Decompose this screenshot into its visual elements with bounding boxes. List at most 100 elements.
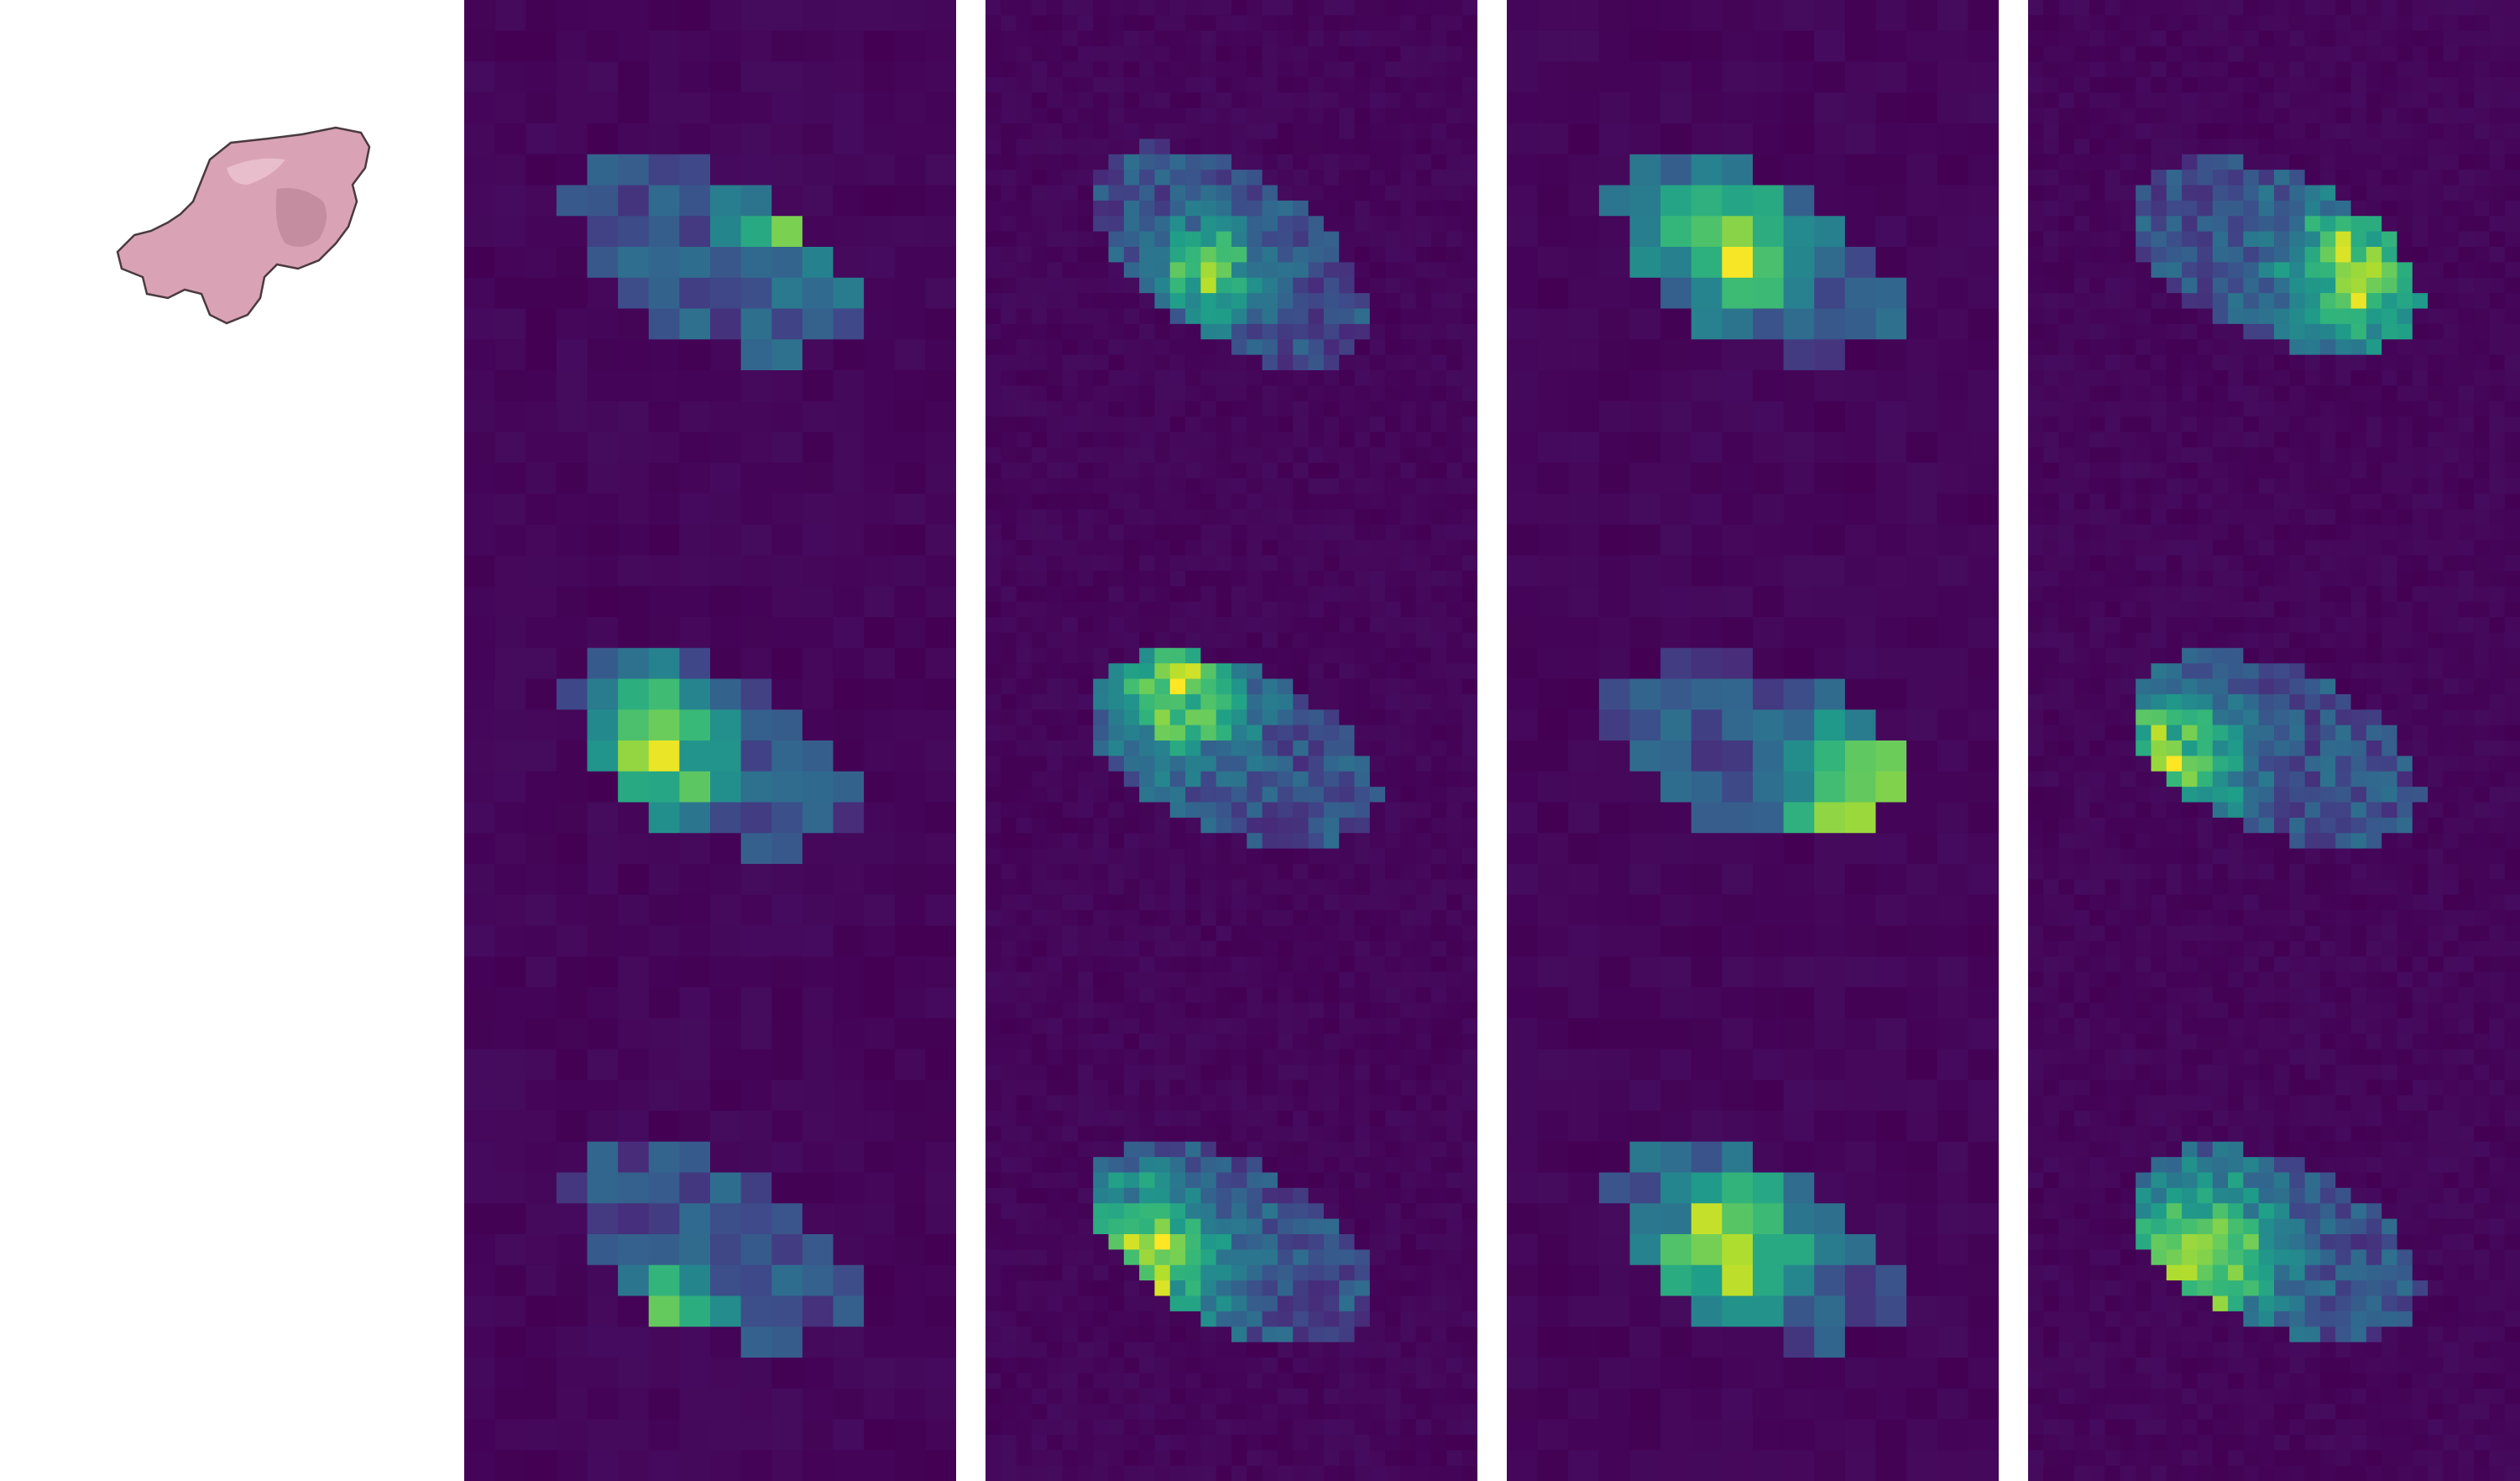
heatmap-cell xyxy=(1507,1419,1539,1451)
heatmap-cell xyxy=(1093,833,1110,850)
heatmap-cell xyxy=(1169,987,1186,1003)
heatmap-cell xyxy=(1385,61,1402,78)
heatmap-cell xyxy=(1783,709,1815,741)
heatmap-cell xyxy=(1461,15,1477,32)
heatmap-cell xyxy=(986,971,1001,987)
heatmap-cell xyxy=(1339,400,1356,417)
heatmap-cell xyxy=(1691,1388,1723,1421)
heatmap-cell xyxy=(1093,1465,1110,1481)
heatmap-cell xyxy=(1200,1157,1217,1174)
heatmap-cell xyxy=(1108,30,1125,47)
heatmap-cell xyxy=(1293,1295,1310,1312)
heatmap-cell xyxy=(1323,632,1340,649)
heatmap-cell xyxy=(1108,370,1125,386)
heatmap-cell xyxy=(648,494,680,526)
heatmap-cell xyxy=(1461,1264,1477,1281)
heatmap-cell xyxy=(1154,771,1171,788)
heatmap-cell xyxy=(833,154,865,186)
heatmap-cell xyxy=(864,432,896,463)
heatmap-cell xyxy=(2289,46,2306,63)
heatmap-cell xyxy=(1185,524,1201,541)
heatmap-cell xyxy=(1400,601,1417,618)
heatmap-cell xyxy=(1753,678,1785,710)
heatmap-cell xyxy=(1629,247,1661,279)
heatmap-cell xyxy=(1339,1434,1356,1451)
heatmap-cell xyxy=(1200,910,1217,927)
heatmap-cell xyxy=(525,463,557,494)
heatmap-cell xyxy=(1937,802,1968,834)
heatmap-cell xyxy=(1660,216,1692,248)
heatmap-cell xyxy=(1001,385,1017,402)
heatmap-cell xyxy=(894,185,926,217)
heatmap-cell xyxy=(1461,308,1477,325)
heatmap-cell xyxy=(1339,139,1356,155)
heatmap-cell xyxy=(1598,1018,1631,1050)
heatmap-cell xyxy=(679,1450,711,1481)
heatmap-cell xyxy=(1783,555,1815,587)
heatmap-cell xyxy=(1369,1218,1386,1235)
heatmap-cell xyxy=(925,617,956,649)
heatmap-cell xyxy=(1031,1018,1048,1034)
heatmap-cell xyxy=(2304,30,2321,47)
heatmap-cell xyxy=(1937,617,1968,649)
heatmap-cell xyxy=(1323,540,1340,557)
heatmap-cell xyxy=(1262,262,1278,279)
heatmap-cell xyxy=(1277,308,1294,325)
heatmap-cell xyxy=(1629,123,1661,155)
heatmap-cell xyxy=(1968,1419,1999,1451)
heatmap-cell xyxy=(1216,971,1232,987)
heatmap-cell xyxy=(1200,200,1217,217)
heatmap-cell xyxy=(1568,1295,1600,1327)
heatmap-cell xyxy=(1077,1111,1094,1127)
heatmap-cell xyxy=(1293,1388,1310,1405)
heatmap-cell xyxy=(1446,1342,1463,1358)
heatmap-cell xyxy=(1431,879,1447,896)
heatmap-cell xyxy=(1369,1388,1386,1405)
heatmap-cell xyxy=(925,956,956,987)
heatmap-cell xyxy=(1047,817,1064,834)
heatmap-cell xyxy=(2104,92,2121,109)
heatmap-cell xyxy=(1262,277,1278,294)
heatmap-cell xyxy=(894,400,926,433)
heatmap-cell xyxy=(864,524,896,557)
heatmap-cell xyxy=(1537,1049,1569,1081)
heatmap-cell xyxy=(1262,663,1278,680)
heatmap-cell xyxy=(1339,1465,1356,1481)
heatmap-cell xyxy=(1598,956,1631,987)
heatmap-cell xyxy=(1431,601,1447,618)
heatmap-cell xyxy=(2489,46,2506,63)
heatmap-cell xyxy=(1154,956,1171,973)
heatmap-cell xyxy=(1354,1034,1371,1050)
heatmap-cell xyxy=(1016,833,1033,850)
heatmap-cell xyxy=(2089,139,2106,155)
heatmap-cell xyxy=(1200,370,1217,386)
heatmap-cell xyxy=(2397,76,2413,93)
heatmap-cell xyxy=(1231,494,1247,510)
heatmap-cell xyxy=(1875,432,1907,463)
heatmap-cell xyxy=(1093,494,1110,510)
heatmap-cell xyxy=(1047,987,1064,1003)
heatmap-cell xyxy=(894,1419,926,1451)
heatmap-cell xyxy=(464,277,496,310)
heatmap-cell xyxy=(1277,647,1294,664)
heatmap-cell xyxy=(1139,879,1156,896)
heatmap-cell xyxy=(1216,1141,1232,1158)
heatmap-cell xyxy=(1783,216,1815,248)
heatmap-cell xyxy=(1937,1358,1968,1389)
heatmap-cell xyxy=(1231,540,1247,557)
heatmap-cell xyxy=(1968,1141,1999,1174)
heatmap-cell xyxy=(2243,76,2260,93)
heatmap-cell xyxy=(1783,339,1815,371)
heatmap-cell xyxy=(1431,678,1447,695)
heatmap-cell xyxy=(2428,15,2444,32)
heatmap-cell xyxy=(925,678,956,710)
heatmap-cell xyxy=(1415,632,1432,649)
heatmap-cell xyxy=(1369,170,1386,186)
heatmap-cell xyxy=(1139,200,1156,217)
heatmap-cell xyxy=(1844,339,1877,371)
heatmap-cell xyxy=(1016,231,1033,248)
heatmap-cell xyxy=(1415,1358,1432,1374)
heatmap-cell xyxy=(986,92,1001,109)
heatmap-cell xyxy=(925,370,956,402)
heatmap-cell xyxy=(1231,370,1247,386)
